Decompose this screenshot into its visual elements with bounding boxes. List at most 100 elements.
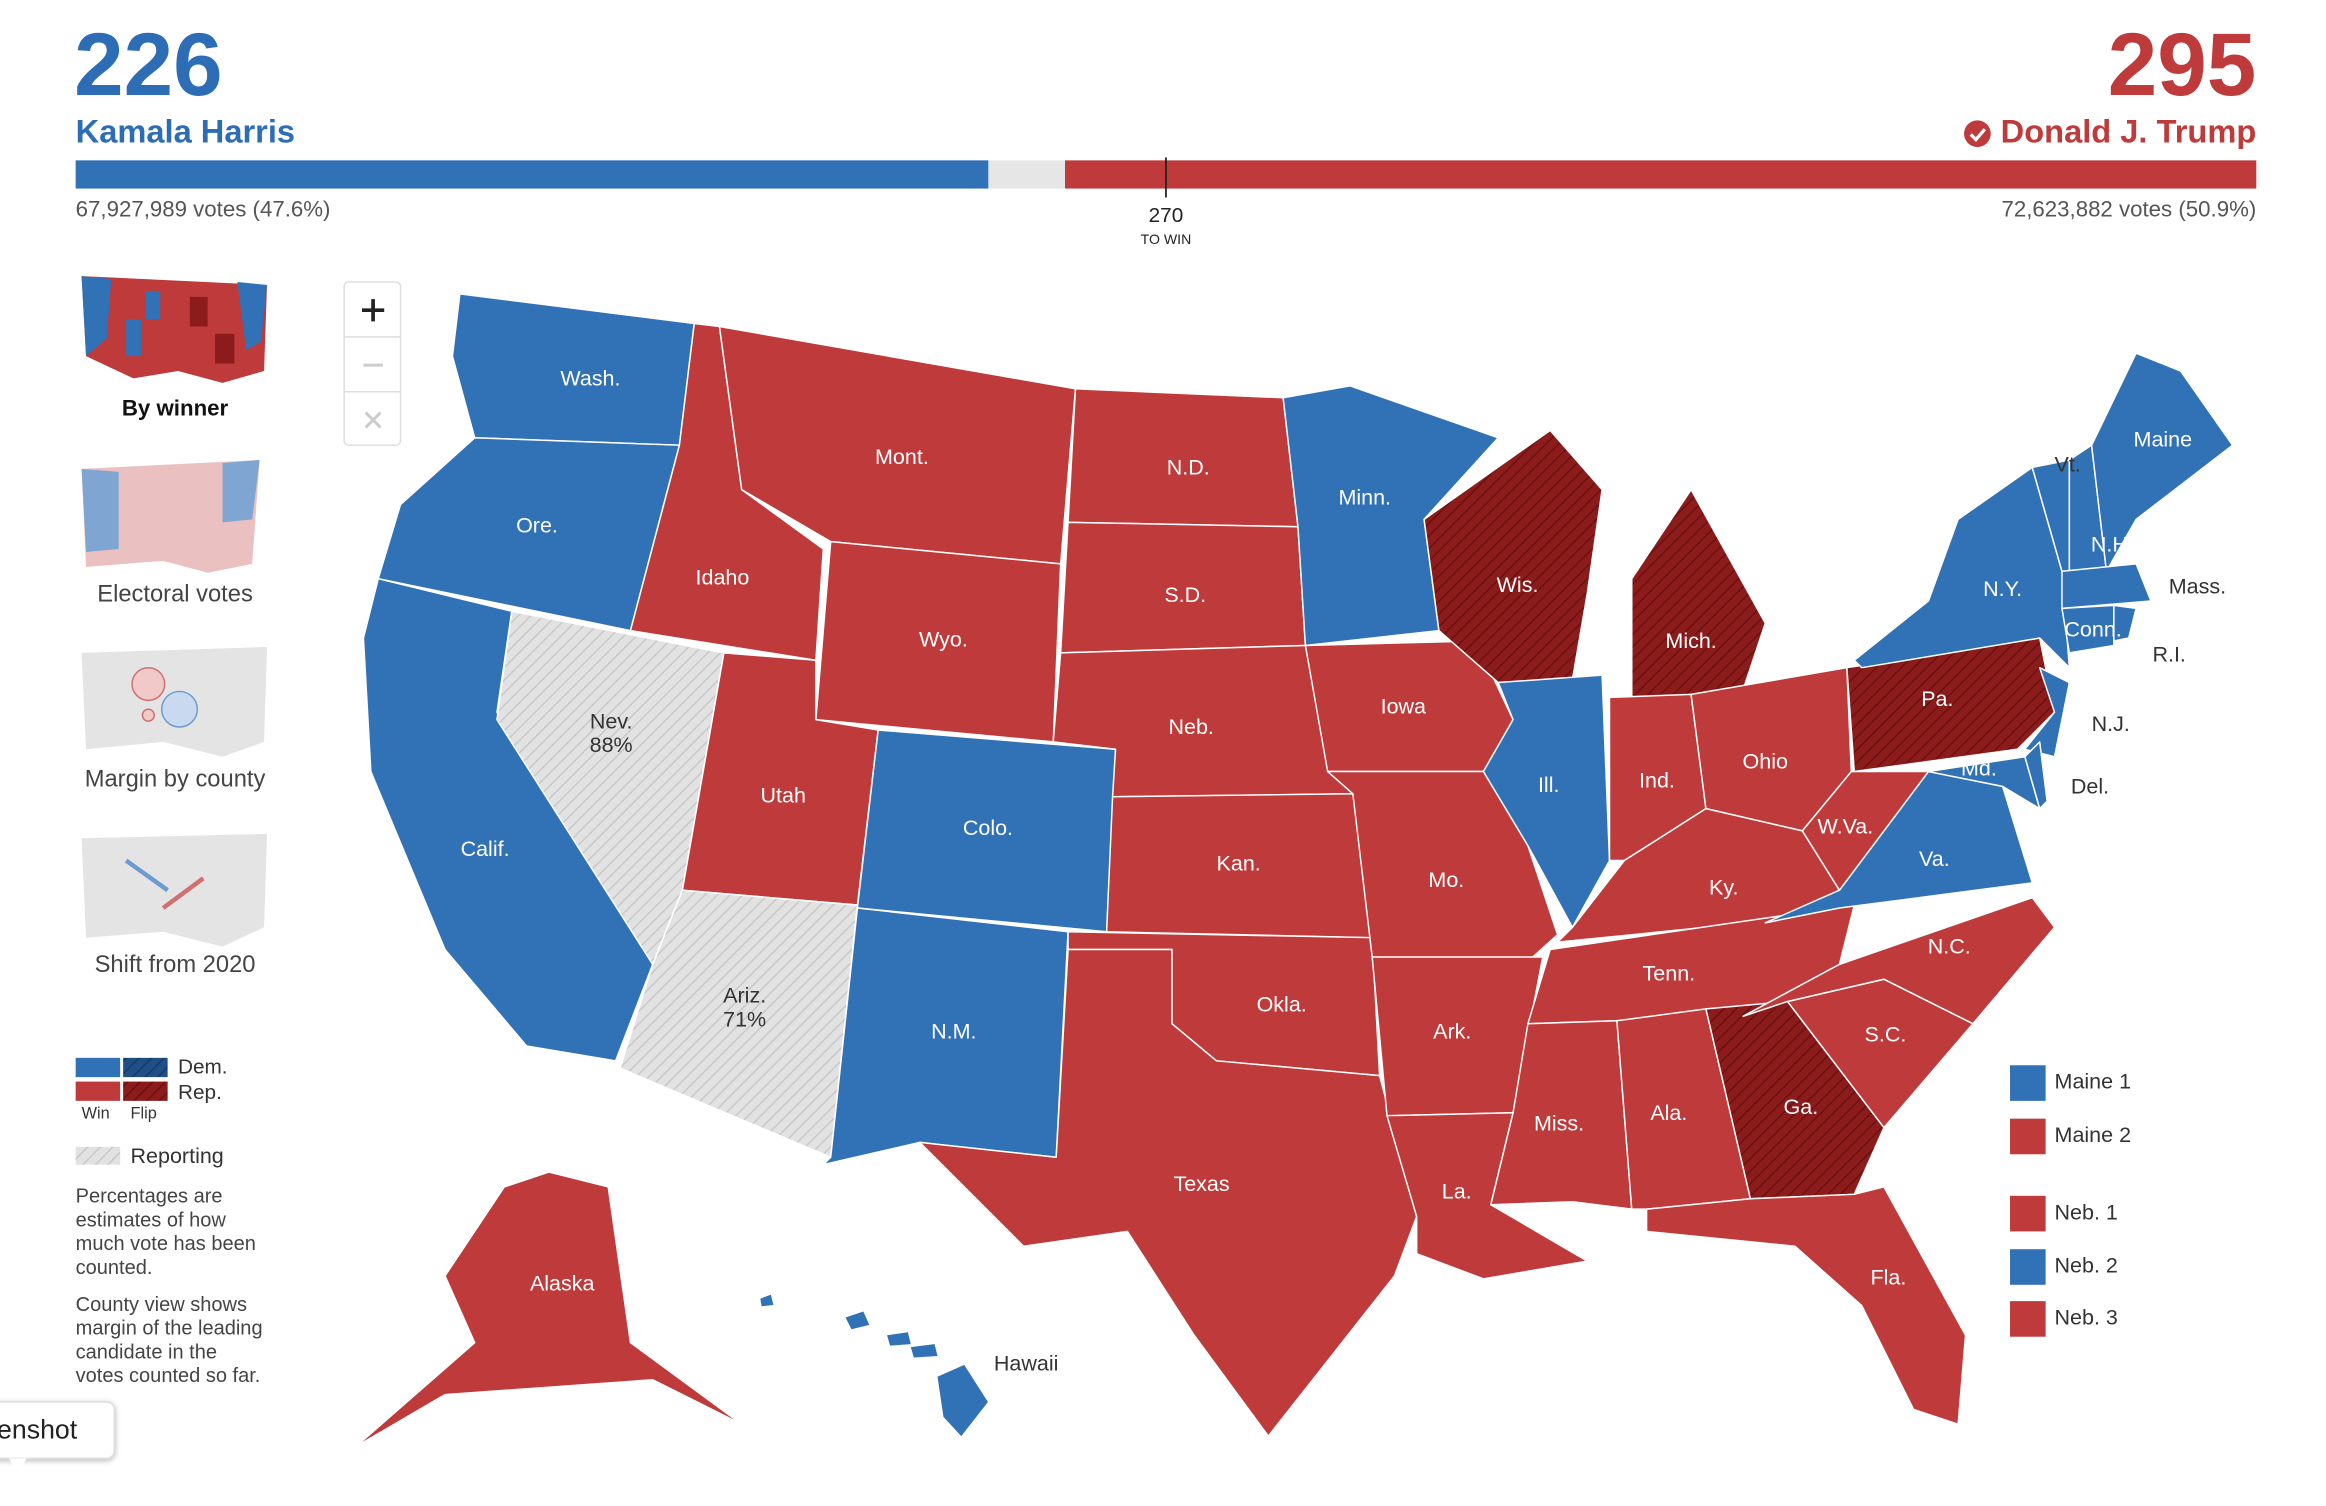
state-label: R.I. (2152, 643, 2185, 667)
zoom-controls (343, 281, 402, 446)
state-label: Mich. (1665, 629, 1716, 653)
state[interactable] (2113, 604, 2137, 642)
district-label: Maine 1 (2055, 1070, 2132, 1094)
view-label[interactable]: Shift from 2020 (95, 952, 256, 978)
state-label: S.C. (1865, 1022, 1907, 1046)
state[interactable] (2061, 563, 2152, 610)
view-label[interactable]: By winner (122, 395, 229, 420)
state-label: Colo. (963, 816, 1013, 840)
winner-check (1964, 120, 1991, 148)
legend-swatches (75, 1057, 168, 1165)
state-label: Okla. (1257, 993, 1307, 1017)
trump-votes: 72,623,882 votes (50.9%) (2001, 197, 2256, 222)
state[interactable] (377, 437, 681, 632)
state[interactable] (2024, 741, 2048, 810)
state-label: Va. (1919, 847, 1950, 871)
harris-electoral-votes: 226 (74, 14, 223, 114)
state-label: Pa. (1921, 687, 1953, 711)
state-label: Fla. (1870, 1266, 1906, 1290)
thumb-circle (131, 666, 166, 702)
thumb-circle (141, 708, 156, 722)
tooltip-text: enshot (0, 1415, 78, 1445)
state-label: Calif. (461, 837, 510, 861)
district-label: Maine 2 (2055, 1123, 2132, 1147)
legend-reporting: Reporting (131, 1144, 224, 1168)
hawaii-island (937, 1364, 988, 1437)
bar-harris (75, 160, 989, 189)
tooltip-tail (8, 1458, 27, 1474)
state-reported: 71% (723, 1007, 766, 1031)
state-label: N.H. (2091, 533, 2134, 557)
tooltip: enshot (0, 1401, 115, 1474)
note-line: County view shows (76, 1294, 247, 1316)
state-label: N.J. (2092, 712, 2130, 736)
state-label: N.C. (1928, 935, 1971, 959)
state-label: W.Va. (1817, 815, 1873, 839)
district-swatch (2010, 1195, 2046, 1232)
thumb-winner-dem (81, 276, 268, 357)
state-label: Md. (1961, 757, 1997, 781)
bar-trump (1065, 160, 2257, 189)
state[interactable] (1645, 1186, 1967, 1425)
state[interactable] (1742, 896, 2056, 1025)
district-swatch (2010, 1118, 2046, 1155)
legend-dem: Dem. (178, 1056, 228, 1079)
swatch-dem-win (75, 1057, 121, 1078)
harris-name: Kamala Harris (76, 112, 295, 149)
note-line: margin of the leading (76, 1318, 263, 1340)
state-label: Ohio (1743, 749, 1788, 773)
state-label: N.M. (931, 1019, 976, 1043)
state-label: Conn. (2064, 617, 2121, 641)
district-swatch (2010, 1301, 2046, 1337)
state-label: Tenn. (1643, 961, 1696, 985)
state-label: Miss. (1534, 1111, 1584, 1135)
swatch-reporting (75, 1146, 121, 1165)
state-label: Ariz. (723, 984, 766, 1008)
state[interactable] (918, 948, 1418, 1437)
state-label: Vt. (2055, 453, 2081, 477)
state-label: Kan. (1217, 852, 1261, 876)
note-line: much vote has been (76, 1233, 256, 1255)
state-label: Iowa (1381, 694, 1426, 718)
state-label: Mass. (2169, 574, 2226, 598)
note-line: votes counted so far. (76, 1365, 261, 1387)
view-labels: By winner Electoral votes Margin by county… (85, 395, 266, 978)
district-swatch (2010, 1065, 2046, 1101)
district-legend: Maine 1 Maine 2 Neb. 1 Neb. 2 Neb. 3 (2010, 1065, 2132, 1337)
state-label: Hawaii (994, 1352, 1059, 1376)
state-label: Idaho (696, 565, 750, 589)
state[interactable] (758, 1292, 776, 1308)
district-swatch (2010, 1249, 2046, 1285)
view-label[interactable]: Electoral votes (97, 581, 253, 607)
threshold-label: TO WIN (1141, 231, 1192, 247)
threshold-value: 270 (1149, 204, 1184, 227)
zoom-in[interactable] (361, 299, 385, 322)
thumb-shift[interactable] (81, 833, 268, 947)
state-label: Ark. (1433, 1019, 1471, 1043)
thumb-electoral-dem (81, 460, 260, 552)
hawaii-island (910, 1344, 938, 1358)
state-label: Del. (2071, 775, 2109, 799)
state[interactable] (1631, 488, 1767, 713)
state[interactable] (619, 889, 859, 1158)
swatch-rep-win (75, 1081, 121, 1101)
view-label[interactable]: Margin by county (85, 767, 266, 793)
hawaii-island (845, 1311, 870, 1330)
zoom-reset[interactable] (364, 411, 382, 429)
state-label: Alaska (530, 1271, 595, 1295)
state-label: Texas (1173, 1172, 1229, 1196)
state-label: Wis. (1497, 573, 1539, 597)
us-map: Wash. Ore. Calif. Nev.88% Idaho Mont. Wyo. Utah… (355, 293, 2234, 1448)
note-line: candidate in the (76, 1341, 217, 1363)
legend-flip: Flip (131, 1105, 157, 1123)
thumb-electoral[interactable] (81, 460, 260, 573)
state[interactable] (355, 1171, 743, 1448)
thumb-arrow (161, 876, 205, 910)
state-label: Utah (761, 783, 806, 807)
state[interactable] (1423, 429, 1603, 684)
state[interactable] (1482, 674, 1611, 929)
state[interactable] (2061, 604, 2115, 654)
view-thumbnails (81, 276, 268, 947)
